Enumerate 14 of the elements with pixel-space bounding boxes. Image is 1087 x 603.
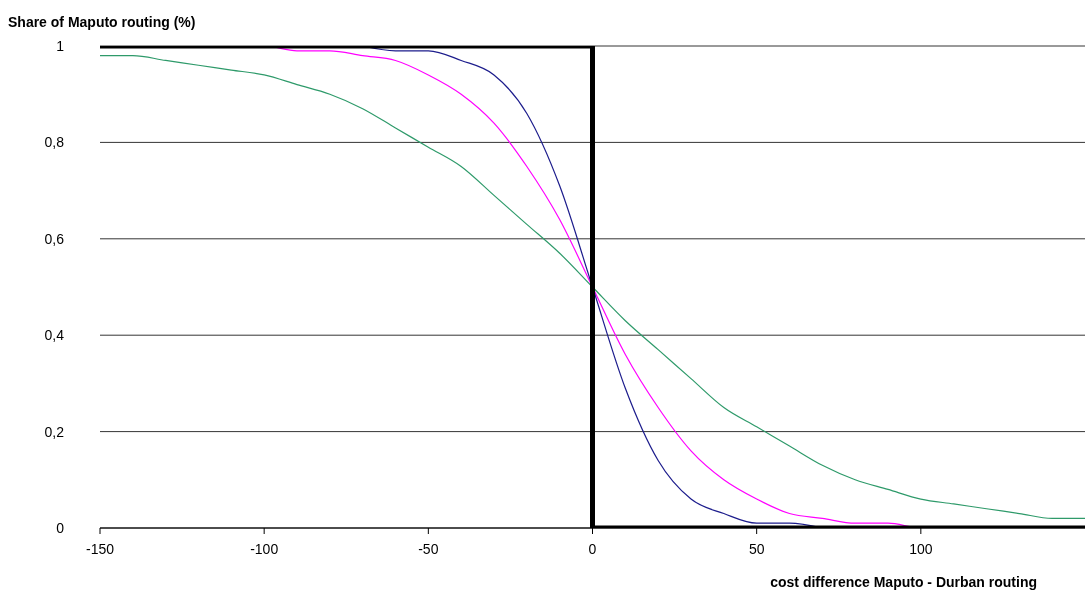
- y-tick-label: 0,6: [44, 230, 65, 247]
- x-tick-label: 100: [909, 540, 933, 557]
- y-tick-label: 0,4: [44, 327, 65, 344]
- y-tick-label: 0,8: [44, 134, 65, 151]
- y-tick-label: 0,2: [44, 423, 65, 440]
- y-tick-label: 1: [56, 37, 65, 54]
- y-tick-label: 0: [56, 519, 65, 536]
- y-axis-title: Share of Maputo routing (%): [8, 14, 196, 30]
- x-axis-title: cost difference Maputo - Durban routing: [770, 574, 1037, 590]
- x-tick-label: 0: [588, 540, 597, 557]
- x-tick-label: -50: [418, 540, 439, 557]
- x-tick-label: -100: [250, 540, 279, 557]
- x-tick-label: 50: [748, 540, 765, 557]
- x-tick-label: -150: [85, 540, 115, 557]
